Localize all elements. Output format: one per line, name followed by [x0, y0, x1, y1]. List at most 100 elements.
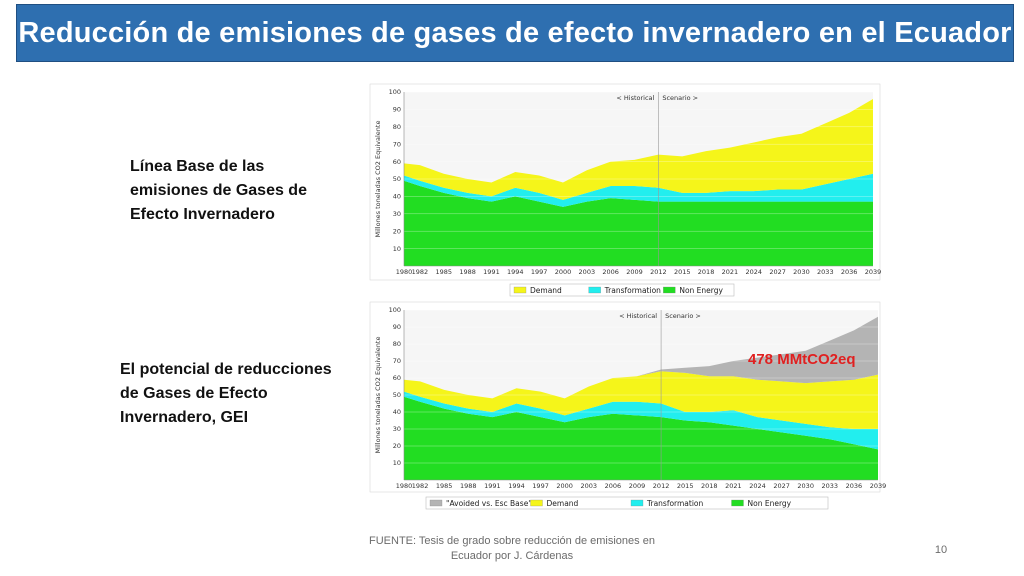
reduction-legend-label-transformation: Transformation — [646, 499, 704, 508]
baseline-xtick-2039: 2039 — [865, 268, 882, 276]
baseline-ytick-40: 40 — [393, 193, 401, 201]
reduction-xtick-2036: 2036 — [846, 482, 863, 490]
baseline-xtick-2036: 2036 — [841, 268, 858, 276]
baseline-xtick-1982: 1982 — [412, 268, 429, 276]
baseline-area-transformation — [404, 173, 873, 207]
baseline-xtick-2015: 2015 — [674, 268, 691, 276]
reduction-area-non-energy — [404, 396, 878, 480]
baseline-xtick-2006: 2006 — [602, 268, 619, 276]
baseline-xtick-2009: 2009 — [626, 268, 643, 276]
baseline-ytick-50: 50 — [393, 175, 401, 183]
reduction-scenario-label: Scenario > — [665, 312, 701, 320]
reduction-xtick-2027: 2027 — [773, 482, 790, 490]
reduction-ytick-60: 60 — [393, 374, 401, 382]
reduction-ytick-40: 40 — [393, 408, 401, 416]
reduction-ytick-80: 80 — [393, 340, 401, 348]
baseline-xtick-1997: 1997 — [531, 268, 548, 276]
baseline-xtick-2000: 2000 — [555, 268, 572, 276]
reduction-xtick-1982: 1982 — [412, 482, 429, 490]
baseline-xtick-1994: 1994 — [507, 268, 524, 276]
page-number: 10 — [934, 544, 948, 556]
reduction-potential-label: El potencial de reducciones de Gases de … — [120, 361, 332, 426]
reduction-ytick-90: 90 — [393, 323, 401, 331]
reduction-xtick-2030: 2030 — [797, 482, 814, 490]
reduction-xtick-2018: 2018 — [701, 482, 718, 490]
reduction-legend-swatch-non-energy — [731, 499, 744, 507]
reduction-xtick-1991: 1991 — [484, 482, 501, 490]
baseline-y-axis-label: Millones toneladas CO2 Equivalente — [374, 121, 382, 238]
baseline-xtick-1988: 1988 — [459, 268, 476, 276]
source-footer: FUENTE: Tesis de grado sobre reducción d… — [369, 535, 655, 562]
baseline-ytick-30: 30 — [393, 210, 401, 218]
reduction-legend — [425, 496, 829, 510]
reduction-xtick-2006: 2006 — [605, 482, 622, 490]
reduction-xtick-1985: 1985 — [436, 482, 453, 490]
baseline-legend-label-demand: Demand — [530, 286, 562, 295]
baseline-xtick-1980: 1980 — [396, 268, 413, 276]
baseline-legend-swatch-transformation — [588, 286, 601, 294]
reduction-legend-swatch-transformation — [630, 499, 644, 507]
reduction-xtick-2033: 2033 — [822, 482, 839, 490]
baseline-area-demand — [404, 98, 873, 200]
baseline-legend-label-non-energy: Non Energy — [679, 286, 723, 295]
reduction-historical-label: < Historical — [619, 312, 657, 320]
reduction-legend-swatch-demand — [530, 499, 543, 507]
baseline-ytick-80: 80 — [393, 123, 401, 131]
reduction-xtick-2000: 2000 — [556, 482, 573, 490]
baseline-historical-label: < Historical — [616, 94, 654, 102]
baseline-legend-swatch-non-energy — [663, 286, 676, 294]
baseline-xtick-2033: 2033 — [817, 268, 834, 276]
reduction-area-demand — [404, 371, 878, 429]
reduction-reduction-annotation: 478 MMtCO2eq — [748, 351, 856, 368]
reduction-xtick-1980: 1980 — [396, 482, 413, 490]
reduction-legend-label-non-energy: Non Energy — [748, 499, 792, 508]
baseline-xtick-2021: 2021 — [722, 268, 739, 276]
baseline-xtick-2027: 2027 — [769, 268, 786, 276]
reduction-xtick-1994: 1994 — [508, 482, 525, 490]
reduction-ytick-30: 30 — [393, 425, 401, 433]
reduction-xtick-2009: 2009 — [629, 482, 646, 490]
reduction-y-axis-label: Millones toneladas CO2 Equivalente — [374, 337, 382, 454]
reduction-xtick-2012: 2012 — [653, 482, 670, 490]
baseline-xtick-1991: 1991 — [483, 268, 500, 276]
baseline-scenario-label: Scenario > — [662, 94, 698, 102]
reduction-xtick-1997: 1997 — [532, 482, 549, 490]
reduction-xtick-2021: 2021 — [725, 482, 742, 490]
reduction-xtick-2024: 2024 — [749, 482, 766, 490]
baseline-xtick-2024: 2024 — [745, 268, 762, 276]
reduction-xtick-2039: 2039 — [870, 482, 887, 490]
reduction-ytick-100: 100 — [389, 306, 401, 314]
baseline-xtick-2003: 2003 — [579, 268, 596, 276]
reduction-ytick-70: 70 — [393, 357, 401, 365]
baseline-label: Línea Base de las emisiones de Gases de … — [130, 158, 307, 223]
reduction-xtick-2003: 2003 — [581, 482, 598, 490]
baseline-legend-swatch-demand — [513, 286, 527, 294]
title-bar: Reducción de emisiones de gases de efect… — [16, 4, 1014, 62]
baseline-legend-label-transformation: Transformation — [604, 286, 662, 295]
baseline-ytick-100: 100 — [389, 88, 401, 96]
baseline-xtick-1985: 1985 — [435, 268, 452, 276]
baseline-area-non-energy — [404, 180, 873, 266]
reduction-legend-swatch-avoided-vs-esc-base — [429, 499, 443, 507]
baseline-ytick-60: 60 — [393, 158, 401, 166]
reduction-xtick-2015: 2015 — [677, 482, 694, 490]
reduction-area-transformation — [404, 391, 878, 450]
reduction-ytick-10: 10 — [393, 459, 401, 467]
baseline-legend — [509, 283, 735, 297]
baseline-xtick-2030: 2030 — [793, 268, 810, 276]
baseline-ytick-90: 90 — [393, 106, 401, 114]
reduction-ytick-20: 20 — [393, 442, 401, 450]
reduction-legend-label-demand: Demand — [547, 499, 579, 508]
baseline-ytick-20: 20 — [393, 227, 401, 235]
reduction-ytick-50: 50 — [393, 391, 401, 399]
reduction-xtick-1988: 1988 — [460, 482, 477, 490]
baseline-xtick-2018: 2018 — [698, 268, 715, 276]
reduction-legend-label-avoided-vs-esc-base: "Avoided vs. Esc Base" — [446, 499, 532, 508]
baseline-ytick-10: 10 — [393, 245, 401, 253]
baseline-xtick-2012: 2012 — [650, 268, 667, 276]
baseline-ytick-70: 70 — [393, 140, 401, 148]
slide-title: Reducción de emisiones de gases de efect… — [18, 16, 1012, 49]
